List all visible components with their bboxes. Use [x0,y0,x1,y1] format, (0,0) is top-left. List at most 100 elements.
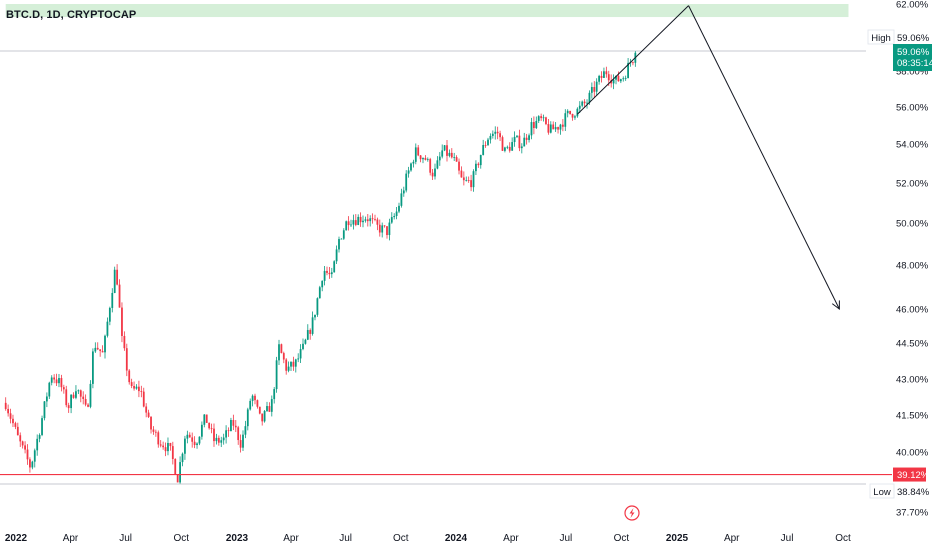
candle[interactable] [89,380,92,409]
candle[interactable] [508,142,511,153]
candle[interactable] [338,236,340,253]
candle[interactable] [41,415,43,437]
candle[interactable] [369,215,372,227]
candle[interactable] [215,433,218,445]
candle[interactable] [287,361,290,373]
candle[interactable] [470,174,472,192]
candle[interactable] [306,324,309,341]
candle[interactable] [603,67,605,78]
candle[interactable] [552,121,555,130]
candle[interactable] [246,407,249,431]
candle[interactable] [634,51,637,67]
candle[interactable] [612,74,615,90]
candle[interactable] [400,188,403,208]
candle[interactable] [55,373,58,386]
candle[interactable] [242,430,244,451]
candle[interactable] [443,145,446,152]
candle[interactable] [598,74,601,85]
candle[interactable] [378,219,381,237]
candle[interactable] [121,302,123,343]
candle[interactable] [179,456,181,484]
candle[interactable] [79,389,82,403]
candle[interactable] [321,280,324,292]
candle[interactable] [520,143,523,154]
candle[interactable] [333,260,336,273]
candle[interactable] [422,157,424,164]
candle[interactable] [487,137,489,146]
candle[interactable] [26,444,29,465]
candle[interactable] [448,149,451,158]
candle[interactable] [38,433,41,443]
candle[interactable] [564,109,567,131]
candle[interactable] [282,351,285,364]
candle[interactable] [7,404,10,417]
candle[interactable] [386,226,388,239]
candle[interactable] [330,267,333,278]
candle[interactable] [116,264,119,286]
candle[interactable] [213,423,215,447]
candle[interactable] [234,420,237,433]
candle[interactable] [108,306,111,326]
candle[interactable] [104,334,106,359]
candle[interactable] [150,415,152,434]
candle[interactable] [12,414,14,428]
candle[interactable] [554,122,557,132]
candle[interactable] [549,121,552,134]
candle[interactable] [357,214,360,226]
candle[interactable] [169,442,172,451]
candle[interactable] [537,115,540,124]
candle[interactable] [561,119,564,132]
candle[interactable] [342,228,345,240]
candle[interactable] [19,432,22,447]
candle[interactable] [159,440,162,448]
candle[interactable] [254,393,256,405]
candle[interactable] [499,130,501,142]
candle[interactable] [130,378,133,389]
candle[interactable] [434,163,436,180]
candle[interactable] [398,202,400,214]
candle[interactable] [9,408,12,424]
candle[interactable] [595,78,598,96]
candle[interactable] [304,338,307,345]
candle[interactable] [335,245,338,264]
candle[interactable] [270,395,273,417]
candle[interactable] [482,139,485,156]
candle[interactable] [617,71,620,82]
candle[interactable] [571,113,574,121]
candle[interactable] [133,381,135,391]
candle[interactable] [123,331,126,351]
candle[interactable] [4,397,7,411]
candle[interactable] [208,422,211,430]
candle[interactable] [33,448,36,468]
candle[interactable] [249,398,252,411]
candle[interactable] [50,375,53,386]
candle[interactable] [441,144,444,159]
candle[interactable] [316,297,319,317]
candle[interactable] [559,123,562,135]
candle[interactable] [87,403,89,408]
candle[interactable] [210,423,213,434]
candle[interactable] [593,81,596,98]
candle[interactable] [171,441,174,465]
price-axis[interactable]: 62.00% 58.00% 56.00% 54.00% 52.00% 50.00% 48.0… [896,0,929,519]
candle[interactable] [70,394,72,414]
candle[interactable] [67,402,70,413]
candle[interactable] [350,219,352,228]
candle[interactable] [261,413,264,426]
candle[interactable] [29,457,31,473]
candle[interactable] [412,159,415,168]
candle[interactable] [275,356,278,393]
candle[interactable] [239,434,242,453]
candle[interactable] [475,160,477,176]
candle[interactable] [244,420,247,439]
candle[interactable] [462,171,465,186]
candle[interactable] [586,99,588,109]
candle[interactable] [299,344,302,364]
candle[interactable] [458,158,460,175]
candle[interactable] [256,399,259,409]
candle[interactable] [290,361,292,371]
candle[interactable] [496,126,499,140]
candle[interactable] [578,101,581,113]
candle[interactable] [191,432,194,448]
candle[interactable] [24,441,26,454]
